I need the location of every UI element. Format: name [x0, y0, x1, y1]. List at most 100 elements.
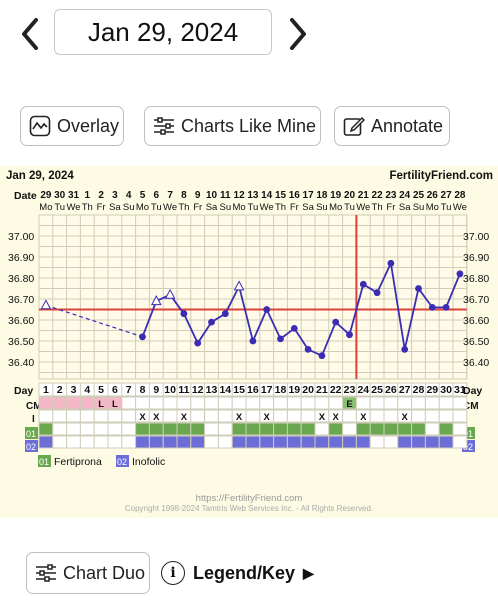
- intercourse-cell: [38, 409, 54, 423]
- sliders-icon: [36, 564, 56, 582]
- weekday-label: Mo: [426, 202, 439, 213]
- intercourse-cell: [424, 409, 440, 423]
- o2-cell: [52, 435, 68, 449]
- o1-cell: [355, 422, 371, 436]
- cm-cell: [79, 396, 95, 410]
- cm-cell: [369, 396, 385, 410]
- temperature-point: [194, 339, 202, 347]
- cm-cell: [452, 396, 468, 410]
- date-label: 18: [316, 190, 328, 201]
- overlay-button[interactable]: Overlay: [20, 106, 124, 146]
- o1-cell: [424, 422, 440, 436]
- weekday-label: We: [356, 202, 370, 213]
- day-number-label: 19: [288, 384, 300, 396]
- legend-key-label: Legend/Key: [193, 562, 296, 583]
- weekday-label: Tu: [151, 202, 162, 213]
- intercourse-cell: [66, 409, 81, 423]
- cm-cell: [204, 396, 219, 410]
- date-label: 30: [54, 190, 66, 201]
- cm-cell: [286, 396, 302, 410]
- day-number-label: 24: [357, 384, 369, 396]
- temperature-point: [346, 331, 353, 339]
- intercourse-cell: [342, 409, 357, 423]
- date-label: 19: [330, 190, 342, 201]
- temperature-dashed-line: [45, 304, 143, 338]
- chevron-right-icon[interactable]: [286, 16, 310, 52]
- weekday-label: We: [66, 202, 80, 213]
- o1-cell: [217, 422, 233, 436]
- cm-cell: [217, 396, 233, 410]
- o1-cell: [452, 422, 468, 436]
- o2-cell: [286, 435, 302, 449]
- o2-legend-label: Inofolic: [132, 456, 165, 468]
- charts-like-mine-button[interactable]: Charts Like Mine: [144, 106, 321, 146]
- day-number-label: 3: [71, 384, 77, 396]
- o1-cell: [438, 422, 454, 436]
- cm-cell: [176, 396, 192, 410]
- cm-row-label-right: CM: [463, 401, 479, 412]
- y-tick-label: 36.50: [8, 336, 34, 348]
- cm-cell: [135, 396, 150, 410]
- cm-cell: [411, 396, 426, 410]
- annotate-button[interactable]: Annotate: [334, 106, 450, 146]
- legend-key-link[interactable]: i Legend/Key ▶: [161, 560, 314, 586]
- temperature-point: [359, 280, 367, 288]
- o2-cell: [342, 435, 357, 449]
- cm-cell: [314, 396, 330, 410]
- o2-cell: [452, 435, 468, 449]
- o1-legend-label: Fertiprona: [54, 456, 102, 468]
- chart-duo-label: Chart Duo: [63, 562, 146, 583]
- intercourse-mark: X: [236, 412, 243, 423]
- day-row-label: Day: [14, 385, 33, 397]
- o1-cell: [121, 422, 137, 436]
- chart-site-label: FertilityFriend.com: [389, 170, 493, 182]
- cm-value: L: [98, 399, 104, 410]
- cm-cell: [121, 396, 137, 410]
- date-label: 8: [181, 190, 187, 201]
- date-label: 3: [112, 190, 118, 201]
- overlay-icon: [29, 115, 51, 137]
- overlay-label: Overlay: [57, 115, 120, 136]
- date-label: 31: [68, 190, 80, 201]
- temperature-point: [304, 346, 312, 353]
- intercourse-mark: X: [333, 412, 340, 423]
- cm-cell: [38, 396, 54, 410]
- weekday-label: Th: [82, 202, 93, 213]
- o2-cell: [383, 435, 399, 449]
- weekday-label: Fr: [290, 202, 299, 213]
- temperature-point: [401, 346, 409, 353]
- o1-cell: [369, 422, 385, 436]
- weekday-label: We: [163, 202, 177, 213]
- o2-cell: [424, 435, 440, 449]
- intercourse-cell: [300, 409, 316, 423]
- cm-cell: [259, 396, 275, 410]
- intercourse-mark: X: [264, 412, 271, 423]
- o2-cell: [93, 435, 109, 449]
- o2-cell: [314, 435, 330, 449]
- o1-cell: [259, 422, 275, 436]
- weekday-label: Sa: [206, 202, 218, 213]
- date-selector[interactable]: Jan 29, 2024: [54, 9, 272, 55]
- date-label: 21: [358, 190, 370, 201]
- date-label: 4: [126, 190, 132, 201]
- o1-cell: [273, 422, 288, 436]
- footer-url: https://FertilityFriend.com: [196, 493, 303, 504]
- date-label: 2: [98, 190, 104, 201]
- cm-cell: [300, 396, 316, 410]
- chevron-left-icon[interactable]: [18, 16, 42, 52]
- chart-duo-button[interactable]: Chart Duo: [26, 552, 150, 594]
- o1-cell: [148, 422, 164, 436]
- day-number-label: 23: [344, 384, 356, 396]
- o1-cell: [286, 422, 302, 436]
- date-label: 26: [427, 190, 439, 201]
- weekday-label: Sa: [302, 202, 314, 213]
- day-number-label: 27: [399, 384, 411, 396]
- intercourse-cell: [217, 409, 233, 423]
- temperature-point: [442, 304, 450, 311]
- o1-legend-swatch: [38, 455, 51, 467]
- o2-cell: [135, 435, 150, 449]
- weekday-label: Tu: [54, 202, 65, 213]
- cm-cell: [355, 396, 371, 410]
- date-label: 15: [275, 190, 287, 201]
- intercourse-cell: [162, 409, 178, 423]
